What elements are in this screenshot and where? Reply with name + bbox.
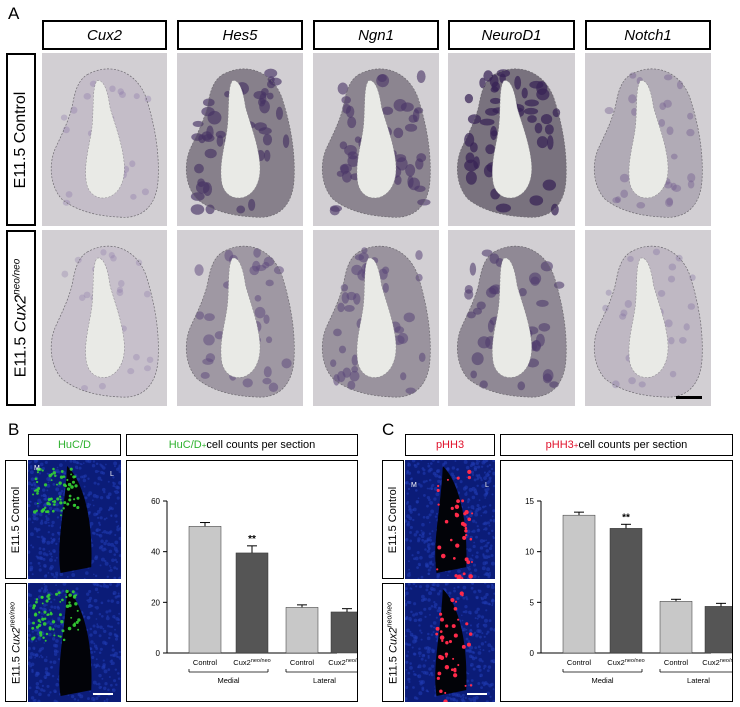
bar — [188, 526, 222, 654]
panel-b-chart-title: HuC/D + cell counts per section — [126, 434, 358, 456]
significance-mark: ** — [248, 534, 256, 545]
panel-a-letter: A — [8, 4, 20, 23]
bar — [235, 552, 269, 654]
y-tick-label: 20 — [151, 598, 160, 607]
y-tick-label: 5 — [530, 598, 535, 607]
y-tick-label: 60 — [151, 497, 160, 506]
in-situ-tile-mutant-ngn1 — [313, 230, 439, 406]
group-label: Medial — [217, 676, 239, 685]
panel-b-bar-chart: 0 20 40 60 Control ** Cux2neo/neo Control Cux2ne… — [151, 497, 366, 685]
group-label: Lateral — [687, 676, 710, 685]
x-tick-label: Control — [290, 658, 315, 667]
gene-header-ngn1: Ngn1 — [313, 20, 439, 50]
x-tick-label: Cux2neo/neo — [702, 658, 732, 667]
panel-c-marker-text: pHH3 — [435, 439, 465, 451]
phh3-mutant-image — [405, 583, 495, 702]
huc-control-image: M L — [28, 460, 121, 579]
x-tick-label: Control — [664, 658, 689, 667]
gene-header-notch1: Notch1 — [585, 20, 711, 50]
panel-b-marker-header: HuC/D — [28, 434, 121, 456]
in-situ-tile-control-ngn1 — [313, 53, 439, 226]
bar — [562, 514, 596, 654]
group-label: Lateral — [313, 676, 336, 685]
y-tick-label: 15 — [525, 497, 534, 506]
x-tick-label: Control — [567, 658, 592, 667]
row-label-mutant-text: E11.5 Cux2neo/neo — [11, 258, 30, 378]
panel-c-chart-title: pHH3 + cell counts per section — [500, 434, 733, 456]
y-tick-label: 10 — [525, 548, 534, 557]
in-situ-tile-mutant-notch1 — [585, 230, 711, 406]
in-situ-tile-control-cux2 — [42, 53, 167, 226]
y-tick-label: 0 — [156, 649, 161, 658]
bar — [659, 601, 693, 654]
panel-c-row-control: E11.5 Control — [382, 460, 404, 579]
row-label-mutant: E11.5 Cux2neo/neo — [6, 230, 36, 406]
x-tick-label: Cux2neo/neo — [328, 658, 357, 667]
row-label-control: E11.5 Control — [6, 53, 36, 226]
scale-bar — [676, 396, 702, 399]
huc-mutant-image — [28, 583, 121, 702]
panel-b-row-mutant: E11.5 Cux2neo/neo — [5, 583, 27, 702]
panel-c-marker-header: pHH3 — [405, 434, 495, 456]
phh3-control-image: M L — [405, 460, 495, 579]
x-tick-label: Control — [193, 658, 218, 667]
x-tick-label: Cux2neo/neo — [607, 658, 644, 667]
in-situ-tile-control-notch1 — [585, 53, 711, 226]
x-tick-label: Cux2neo/neo — [233, 658, 270, 667]
panel-c-row-mutant: E11.5 Cux2neo/neo — [382, 583, 404, 702]
bar — [330, 611, 364, 654]
panel-c-letter: C — [382, 420, 395, 439]
in-situ-tile-mutant-neurod1 — [448, 230, 575, 406]
panel-c-chart-box: 0 5 10 15 Control ** Cux2neo/neo Control Cux2neo… — [500, 460, 740, 702]
panel-b-letter: B — [8, 420, 20, 439]
row-label-control-text: E11.5 Control — [12, 91, 29, 188]
panel-b-marker-text: HuC/D — [57, 439, 91, 451]
group-label: Medial — [591, 676, 613, 685]
panel-c-bar-chart: 0 5 10 15 Control ** Cux2neo/neo Control Cux2neo… — [525, 497, 740, 685]
bar — [609, 528, 643, 654]
gene-header-neurod1: NeuroD1 — [448, 20, 575, 50]
bar — [285, 607, 319, 654]
panel-b-row-control: E11.5 Control — [5, 460, 27, 579]
significance-mark: ** — [622, 512, 630, 523]
y-tick-label: 40 — [151, 548, 160, 557]
in-situ-tile-control-neurod1 — [448, 53, 575, 226]
bar — [704, 606, 738, 654]
gene-header-cux2: Cux2 — [42, 20, 167, 50]
y-tick-label: 0 — [530, 649, 535, 658]
gene-header-hes5: Hes5 — [177, 20, 303, 50]
in-situ-tile-mutant-cux2 — [42, 230, 167, 406]
in-situ-tile-control-hes5 — [177, 53, 303, 226]
in-situ-tile-mutant-hes5 — [177, 230, 303, 406]
panel-b-chart-box: 0 20 40 60 Control ** Cux2neo/neo Control Cux2ne… — [126, 460, 366, 702]
